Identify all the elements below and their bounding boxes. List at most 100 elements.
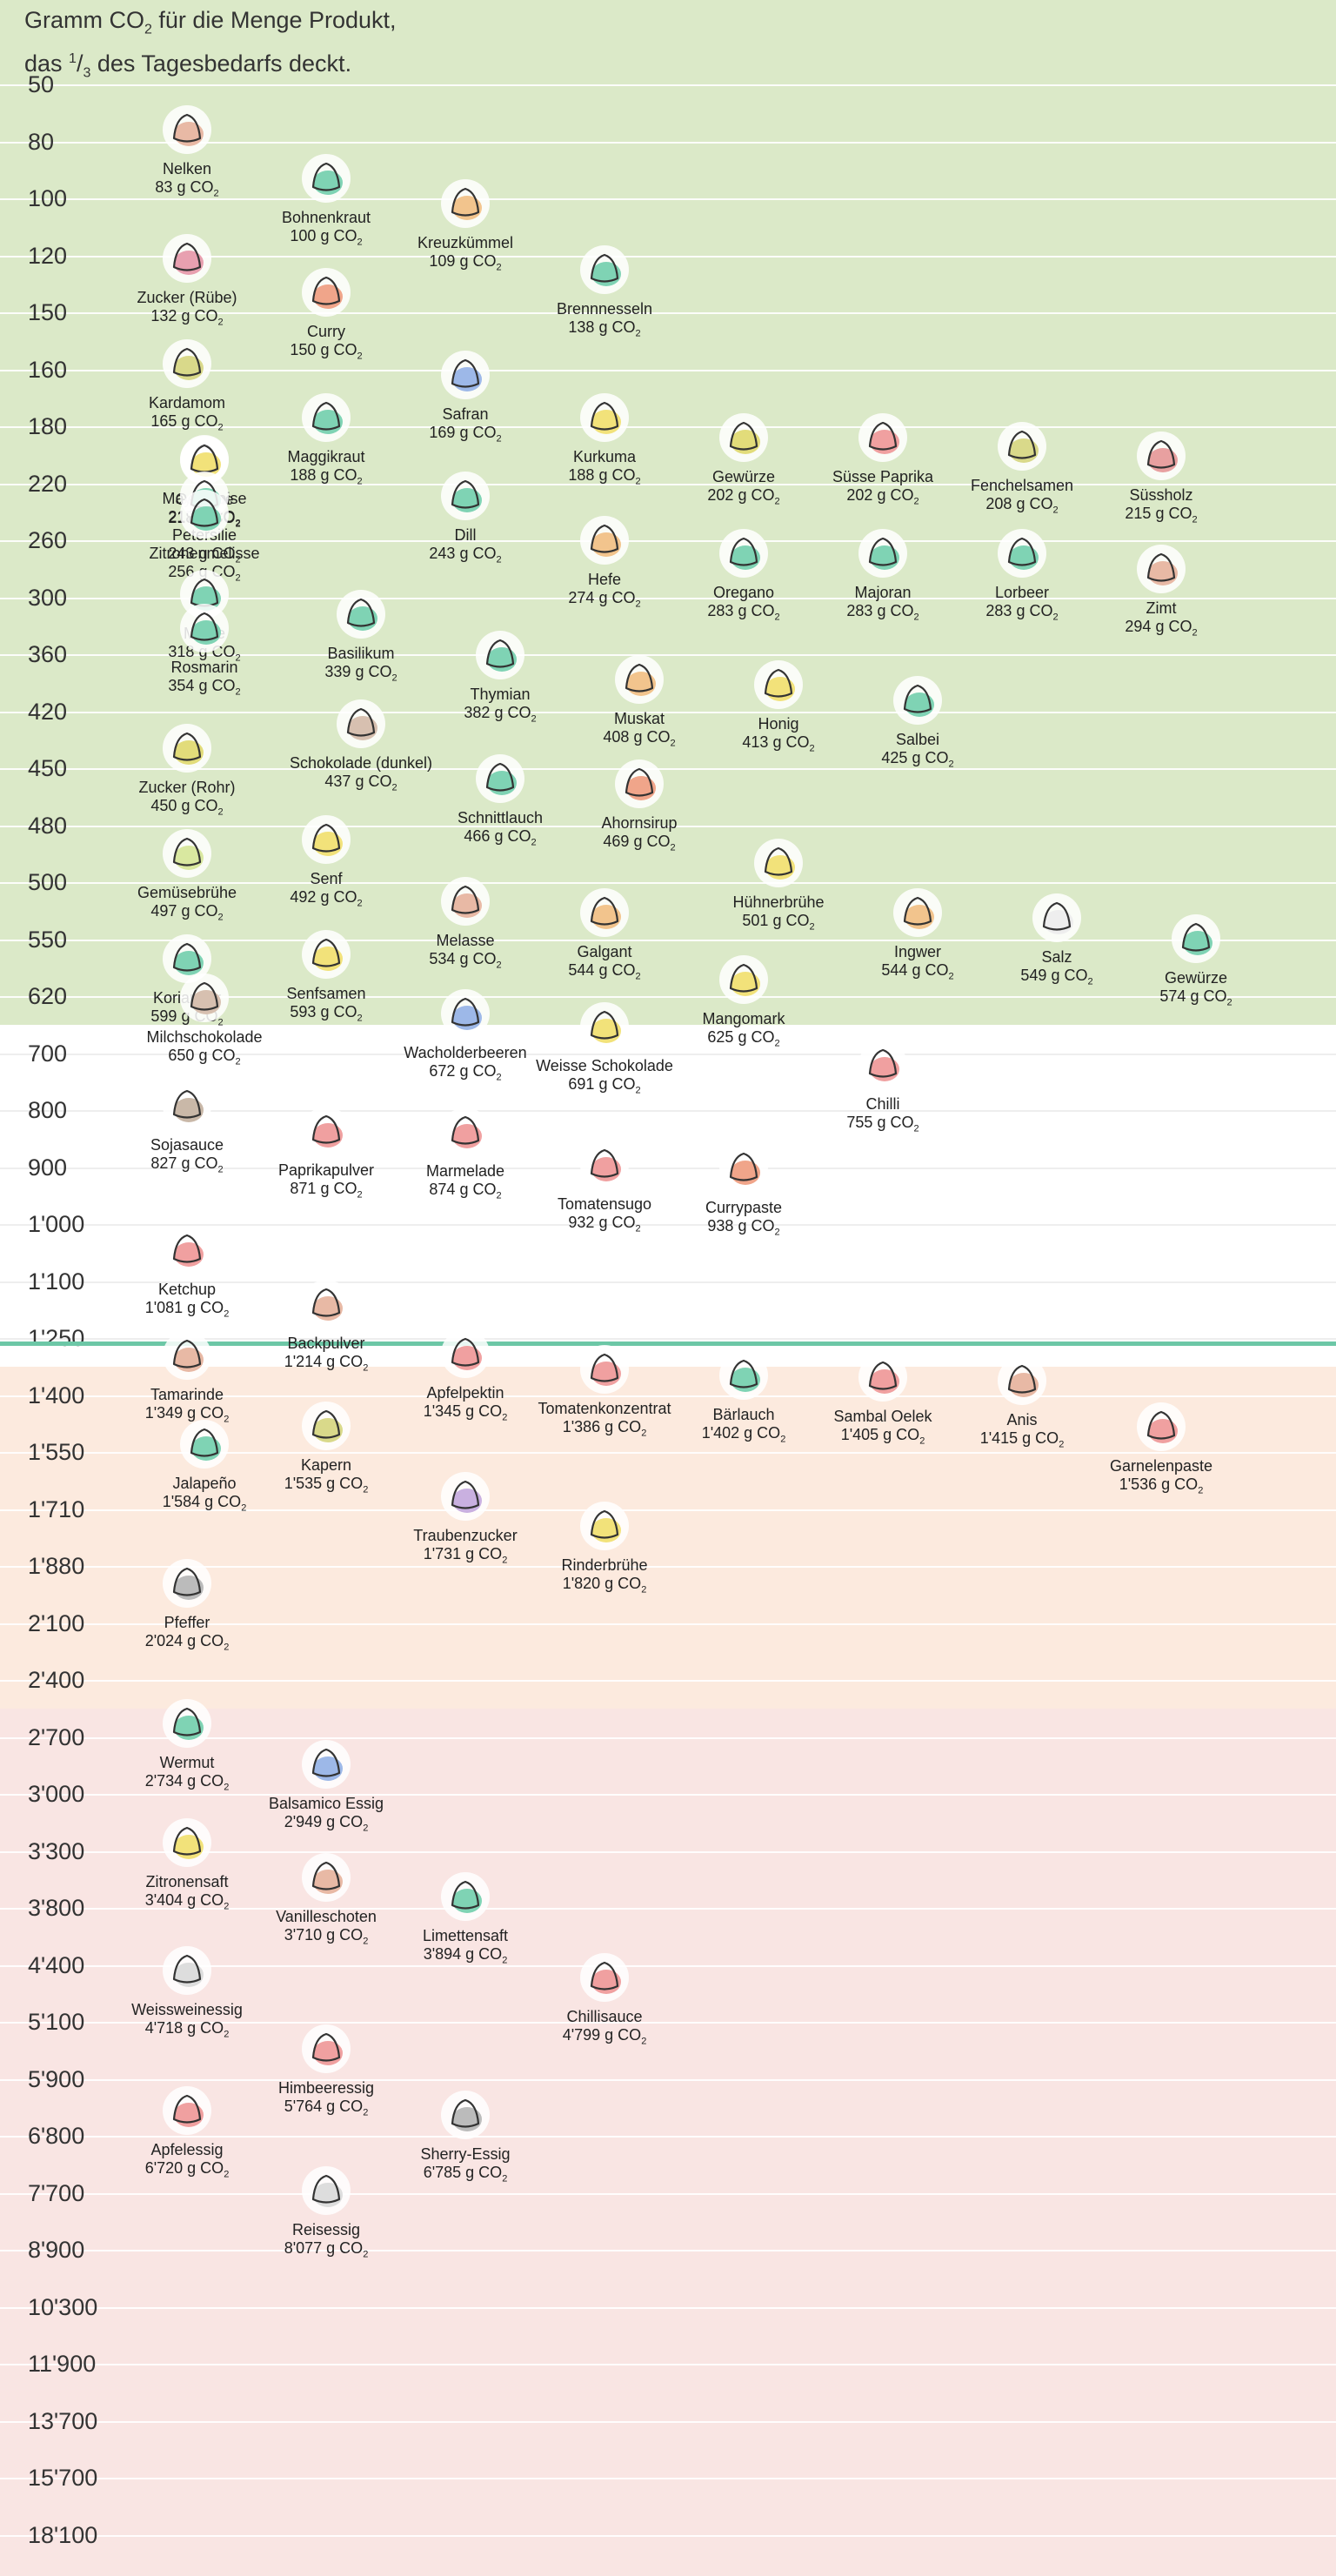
icon-outline xyxy=(903,896,932,926)
cardamom-pod-icon xyxy=(163,338,211,388)
point-name: Garnelenpaste xyxy=(1109,1456,1213,1475)
point-value: 6'720 g CO2 xyxy=(100,2159,274,2185)
point-value-unit: g CO xyxy=(733,1028,775,1047)
point-name: Chilli xyxy=(865,1094,900,1113)
data-point: Sojasauce 827 g CO2 xyxy=(100,1075,274,1180)
icon-outline xyxy=(625,768,654,798)
point-value-unit: g CO xyxy=(1157,1475,1199,1493)
point-value: 188 g CO2 xyxy=(518,466,691,492)
point-value-unit: g CO xyxy=(183,1771,224,1790)
point-value-number: 501 xyxy=(742,912,769,930)
point-value: 202 g CO2 xyxy=(657,486,831,512)
star-anise-icon xyxy=(998,1356,1046,1406)
point-value-unit-sub: 2 xyxy=(357,476,363,487)
zone-band-pink xyxy=(0,1708,1336,2576)
point-value-unit-sub: 2 xyxy=(217,912,224,923)
point-value-number: 318 xyxy=(168,643,195,661)
data-point: Fenchelsamen 208 g CO2 xyxy=(935,416,1109,520)
point-value-unit-sub: 2 xyxy=(363,1823,369,1834)
point-value-unit: g CO xyxy=(768,912,810,930)
point-value: 544 g CO2 xyxy=(831,961,1005,987)
data-point: Bohnenkraut 100 g CO2 xyxy=(239,148,413,252)
gridline xyxy=(0,882,1336,884)
point-name: Lorbeer xyxy=(994,583,1050,601)
point-value-unit: g CO xyxy=(1012,601,1053,619)
title-part: 1 xyxy=(69,51,77,67)
point-name: Zucker (Rübe) xyxy=(137,288,237,306)
dill-icon xyxy=(441,472,490,521)
turmeric-bowl-icon xyxy=(580,393,629,443)
point-value-unit-sub: 2 xyxy=(224,2029,230,2040)
icon-outline xyxy=(729,1153,758,1181)
y-tick-label: 3'300 xyxy=(28,1837,85,1864)
data-point: Apfelessig 6'720 g CO2 xyxy=(100,2080,274,2185)
icon-outline xyxy=(172,732,202,761)
point-value-unit: g CO xyxy=(733,486,775,505)
icon-outline xyxy=(172,838,202,866)
data-point: Kapern 1'535 g CO2 xyxy=(239,1395,413,1500)
point-value: 283 g CO2 xyxy=(657,602,831,627)
point-name: Bohnenkraut xyxy=(281,209,371,226)
point-value-unit-sub: 2 xyxy=(531,837,537,848)
data-point: Rinderbrühe 1'820 g CO2 xyxy=(518,1495,691,1600)
gridline xyxy=(0,2478,1336,2479)
point-value: 593 g CO2 xyxy=(239,1003,413,1028)
point-value-unit: g CO xyxy=(322,1353,364,1371)
y-tick-label: 7'700 xyxy=(28,2179,85,2206)
data-point: Süssholz 215 g CO2 xyxy=(1074,425,1248,530)
point-value: 871 g CO2 xyxy=(239,1180,413,1205)
point-value: 1'415 g CO2 xyxy=(935,1429,1109,1455)
data-point: Ketchup 1'081 g CO2 xyxy=(100,1220,274,1324)
gridline xyxy=(0,1850,1336,1853)
gridline xyxy=(0,1053,1336,1055)
point-value-unit: g CO xyxy=(194,1046,236,1064)
point-value-unit-sub: 2 xyxy=(224,1642,230,1653)
icon-outline xyxy=(311,2174,341,2204)
y-tick-label: 220 xyxy=(28,470,68,497)
wild-garlic-icon xyxy=(719,1351,768,1401)
point-value-unit: g CO xyxy=(594,466,636,485)
point-value-number: 165 xyxy=(150,411,177,430)
point-value-unit: g CO xyxy=(461,1402,503,1421)
y-tick-label: 4'400 xyxy=(28,1951,85,1978)
title-part: des Tagesbedarfs deckt. xyxy=(90,50,352,77)
point-value-unit: g CO xyxy=(733,601,775,619)
point-name: Ahornsirup xyxy=(601,814,678,833)
point-value-unit: g CO xyxy=(1018,1429,1059,1448)
data-point: Balsamico Essig 2'949 g CO2 xyxy=(239,1734,413,1838)
point-value: 425 g CO2 xyxy=(831,749,1005,774)
point-value-number: 109 xyxy=(429,252,456,271)
point-name: Reisessig xyxy=(291,2221,361,2239)
point-value-unit-sub: 2 xyxy=(235,573,241,585)
icon-outline xyxy=(590,1509,619,1539)
y-tick-label: 2'100 xyxy=(28,1609,85,1636)
gridline xyxy=(0,825,1336,827)
point-name: Sojasauce xyxy=(150,1135,224,1154)
point-name: Salbei xyxy=(895,731,940,749)
point-value-unit: g CO xyxy=(907,749,949,767)
icon-outline xyxy=(451,1881,480,1910)
icon-outline xyxy=(311,823,341,853)
point-value-number: 2'734 xyxy=(144,1771,184,1790)
point-value-unit-sub: 2 xyxy=(357,898,363,909)
point-value-unit-sub: 2 xyxy=(502,1955,508,1966)
icon-outline xyxy=(311,1410,341,1440)
icon-outline xyxy=(172,2095,202,2124)
data-point: Apfelpektin 1'345 g CO2 xyxy=(378,1323,552,1428)
point-name: Ketchup xyxy=(157,1281,217,1299)
rice-vinegar-icon xyxy=(302,2166,351,2216)
point-value: 1'584 g CO2 xyxy=(117,1493,291,1518)
vegetable-soup-icon xyxy=(163,829,211,879)
point-name: Kardamom xyxy=(148,393,226,411)
milk-chocolate-icon xyxy=(180,973,229,1022)
point-value-unit-sub: 2 xyxy=(780,1434,786,1445)
point-value-unit: g CO xyxy=(322,1926,364,1944)
point-value: 1'405 g CO2 xyxy=(796,1426,970,1451)
lemon-balm-icon xyxy=(180,490,229,539)
y-tick-label: 18'100 xyxy=(28,2521,98,2548)
y-tick-label: 3'000 xyxy=(28,1781,85,1807)
icon-outline xyxy=(172,1340,202,1368)
point-name: Zitronensaft xyxy=(145,1873,229,1891)
data-point: Himbeeressig 5'764 g CO2 xyxy=(239,2018,413,2123)
galangal-icon xyxy=(580,887,629,937)
